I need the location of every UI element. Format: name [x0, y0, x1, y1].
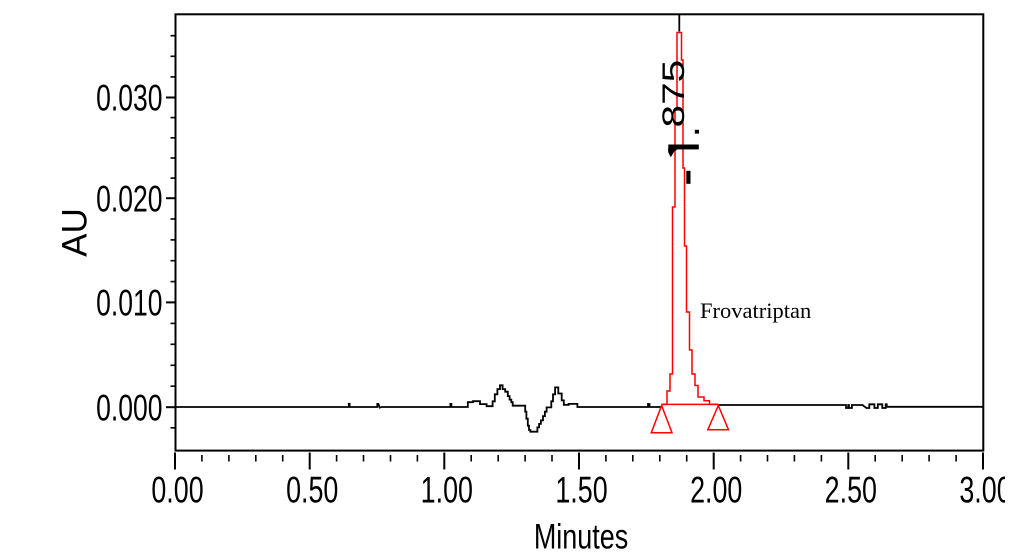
svg-text:0.010: 0.010: [96, 282, 162, 323]
svg-text:0.50: 0.50: [286, 469, 338, 510]
svg-text:1.00: 1.00: [421, 469, 473, 510]
svg-text:1.50: 1.50: [555, 469, 607, 510]
svg-text:0.020: 0.020: [96, 178, 162, 219]
svg-text:2.00: 2.00: [690, 469, 742, 510]
svg-text:0.030: 0.030: [96, 77, 162, 118]
svg-text:AU: AU: [56, 208, 95, 257]
svg-text:0.00: 0.00: [151, 469, 203, 510]
svg-text:2.50: 2.50: [825, 469, 877, 510]
svg-text:Minutes: Minutes: [534, 517, 628, 556]
svg-text:0.000: 0.000: [96, 387, 162, 428]
svg-text:875: 875: [655, 60, 691, 128]
svg-text:3.00: 3.00: [959, 469, 1011, 510]
svg-text:Frovatriptan: Frovatriptan: [700, 298, 811, 323]
